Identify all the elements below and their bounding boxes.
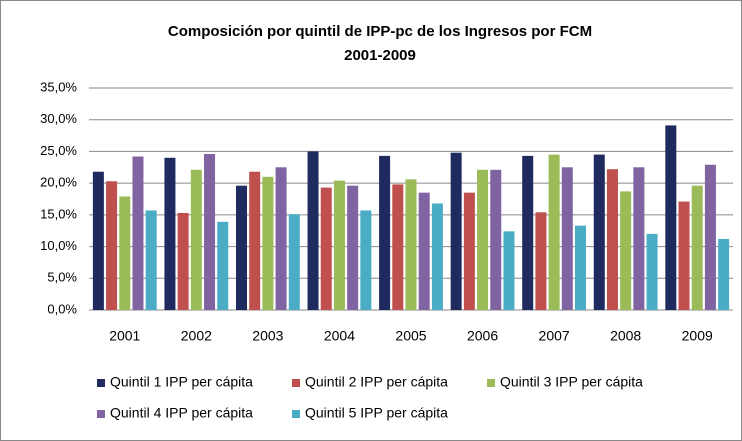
bar [522, 155, 534, 310]
bar [678, 201, 690, 310]
chart-title: 2001-2009 [344, 47, 416, 64]
bar [561, 167, 573, 310]
bar [633, 167, 645, 310]
x-tick-label: 2004 [324, 328, 355, 344]
bar [665, 125, 677, 311]
legend-swatch [97, 379, 105, 387]
legend-label: Quintil 5 IPP per cápita [305, 405, 448, 421]
legend-swatch [292, 379, 300, 387]
bar [275, 167, 287, 310]
bar [262, 176, 274, 310]
y-tick-label: 35,0% [40, 79, 77, 94]
bar [418, 192, 430, 310]
bar [490, 169, 502, 310]
bar [535, 212, 547, 310]
bar [575, 225, 587, 310]
bar [431, 203, 443, 310]
bar [347, 185, 359, 310]
x-tick-label: 2007 [539, 328, 570, 344]
bar [405, 179, 417, 310]
bar [646, 233, 658, 310]
legend-label: Quintil 3 IPP per cápita [500, 374, 643, 390]
bar [235, 185, 247, 310]
bar [164, 157, 176, 310]
bar [379, 155, 391, 310]
bar [450, 152, 462, 310]
bar [620, 191, 632, 310]
bar [132, 156, 144, 310]
bar [463, 192, 475, 310]
bar [249, 171, 261, 310]
legend-swatch [97, 410, 105, 418]
x-tick-label: 2009 [682, 328, 713, 344]
legend-label: Quintil 1 IPP per cápita [110, 374, 253, 390]
x-tick-label: 2005 [395, 328, 426, 344]
y-tick-label: 20,0% [40, 175, 77, 190]
bar [704, 164, 716, 310]
bar [503, 231, 515, 310]
y-tick-label: 15,0% [40, 206, 77, 221]
x-tick-label: 2003 [252, 328, 283, 344]
x-tick-label: 2006 [467, 328, 498, 344]
legend-swatch [487, 379, 495, 387]
bar [360, 210, 372, 310]
bar [119, 196, 131, 310]
legend-label: Quintil 4 IPP per cápita [110, 405, 253, 421]
bar [177, 212, 189, 310]
bar [307, 151, 319, 310]
bar [190, 169, 202, 310]
bar [92, 171, 104, 310]
bar [217, 221, 229, 310]
chart-title: Composición por quintil de IPP-pc de los… [168, 23, 592, 40]
x-tick-label: 2002 [181, 328, 212, 344]
bar [333, 180, 345, 310]
bar [593, 154, 605, 310]
bar [606, 169, 618, 310]
bar [691, 185, 703, 310]
bar [392, 184, 404, 310]
bar [320, 187, 332, 310]
bar [477, 169, 489, 310]
y-tick-label: 5,0% [47, 270, 77, 285]
y-tick-label: 10,0% [40, 238, 77, 253]
x-tick-label: 2001 [109, 328, 140, 344]
legend-swatch [292, 410, 300, 418]
y-tick-label: 0,0% [47, 301, 77, 316]
legend-label: Quintil 2 IPP per cápita [305, 374, 448, 390]
bar [548, 154, 560, 310]
y-tick-label: 30,0% [40, 111, 77, 126]
bar [718, 238, 730, 310]
bar [145, 210, 157, 310]
bar [204, 153, 216, 310]
bar [106, 181, 118, 310]
x-tick-label: 2008 [610, 328, 641, 344]
y-tick-label: 25,0% [40, 143, 77, 158]
bar [288, 214, 300, 310]
